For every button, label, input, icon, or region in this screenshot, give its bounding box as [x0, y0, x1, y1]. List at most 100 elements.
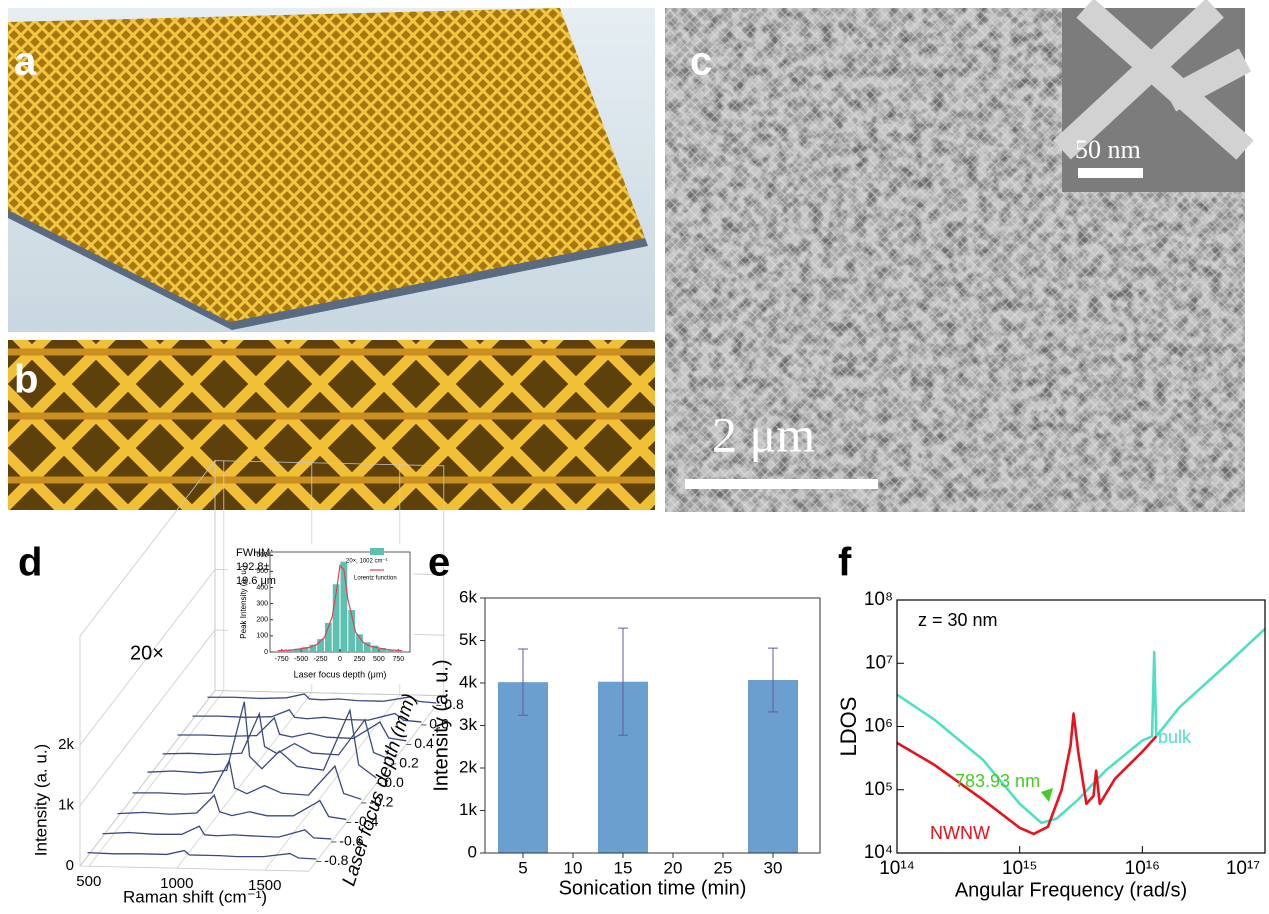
- hist-bar: [317, 639, 324, 652]
- annotation: FWHM:: [236, 547, 273, 559]
- y-tick-label: 10⁸: [864, 589, 893, 610]
- y-tick-label: 2k: [459, 757, 477, 776]
- y-tick-label: 0: [264, 649, 268, 656]
- z-tick-label: 0.6: [429, 716, 449, 732]
- x-tick-label: 20: [664, 858, 683, 877]
- y-tick-label: 0: [468, 842, 477, 861]
- spectrum: [177, 716, 407, 742]
- x-tick-label: -750: [275, 656, 289, 663]
- axes-frame: [896, 599, 1266, 854]
- grid-line: [79, 690, 444, 867]
- annotation: 20×: [130, 642, 164, 664]
- image-c-inset-wires: [1053, 0, 1254, 160]
- x-tick-label: 30: [764, 858, 783, 877]
- y-tick-label: 10⁴: [864, 842, 893, 863]
- legend-label: 20×, 1002 cm⁻¹: [346, 559, 388, 565]
- z-tick-label: -0.8: [324, 852, 348, 868]
- y-tick-label: 1k: [459, 800, 477, 819]
- y-tick-label: 1k: [58, 796, 74, 813]
- scale-label: 2 μm: [712, 406, 815, 462]
- y-tick-label: 10⁵: [864, 779, 893, 800]
- x-tick-label: 10¹⁴: [879, 858, 915, 879]
- hist-bar: [394, 650, 402, 652]
- spectrum: [132, 758, 362, 800]
- annotation: 19.6 μm: [236, 575, 276, 587]
- x-axis-label: Raman shift (cm⁻¹): [123, 887, 267, 906]
- z-tick-label: 0.8: [444, 696, 464, 712]
- y-tick-label: 100: [256, 633, 268, 640]
- x-tick-label: 0: [338, 656, 342, 663]
- image-c-inset: [1062, 8, 1245, 192]
- inset-bg: [228, 544, 414, 684]
- grid-line: [176, 462, 313, 869]
- image-b: [8, 340, 655, 510]
- x-tick-label: 1000: [160, 875, 193, 892]
- legend-label: Lorentz function: [354, 576, 397, 582]
- y-tick-label: 200: [256, 617, 268, 624]
- hist-bar: [332, 584, 340, 652]
- hist-bar: [356, 634, 363, 652]
- x-axis-label: Sonication time (min): [559, 877, 747, 899]
- z-tick-label: 0.2: [399, 755, 419, 771]
- panel-label: b: [14, 358, 38, 402]
- x-tick-label: 15: [614, 858, 633, 877]
- series-label: bulk: [1158, 727, 1192, 747]
- grid-line: [264, 464, 401, 871]
- panel-label: a: [14, 40, 37, 84]
- hist-bar: [286, 649, 293, 652]
- y-tick-label: 3k: [459, 715, 477, 734]
- hist-bar: [278, 650, 286, 652]
- x-tick-label: -250: [314, 656, 328, 663]
- spectrum: [87, 849, 317, 860]
- hist-bar: [363, 642, 371, 652]
- panel-label: f: [838, 541, 852, 585]
- fit-line: [277, 564, 403, 652]
- y-tick-label: 10⁷: [865, 652, 893, 673]
- y-axis-label: LDOS: [836, 697, 861, 757]
- inset-scale-label: 50 nm: [1075, 135, 1141, 164]
- error-bar: [518, 648, 528, 716]
- image-a-lattice: [8, 8, 645, 322]
- spectrum: [147, 701, 377, 779]
- panel-label: d: [18, 541, 42, 585]
- hist-bar: [379, 647, 387, 652]
- z-tick-label: -0.4: [354, 813, 378, 829]
- y-tick-label: 400: [256, 584, 268, 591]
- hist-bar: [309, 644, 317, 652]
- hist-bar: [324, 622, 332, 652]
- grid-line: [88, 460, 225, 867]
- inset-scale-bar: [1078, 168, 1143, 178]
- x-tick-label: 10¹⁵: [1002, 858, 1037, 879]
- annotation: 783.93 nm: [955, 771, 1040, 791]
- panel-label: c: [690, 40, 712, 84]
- y-tick-label: 300: [256, 600, 268, 607]
- y-tick-label: 6k: [459, 587, 477, 606]
- spectrum: [117, 794, 347, 821]
- x-tick-label: 10¹⁶: [1125, 858, 1160, 879]
- x-tick-label: 1500: [248, 877, 281, 894]
- z-tick-label: 0.4: [414, 735, 434, 751]
- annotation: z = 30 nm: [918, 610, 998, 630]
- x-tick-label: -500: [294, 656, 308, 663]
- error-bar: [618, 627, 628, 736]
- z-tick-label: -0.2: [369, 794, 393, 810]
- hist-bar: [293, 648, 301, 652]
- x-tick-label: 500: [76, 873, 101, 890]
- hist-bar: [301, 647, 309, 652]
- series-label: NWNW: [930, 823, 990, 843]
- x-tick-label: 5: [518, 858, 527, 877]
- hist-bar: [387, 649, 394, 652]
- hist-bar: [340, 561, 348, 652]
- y-tick-label: 0: [66, 857, 74, 874]
- y-tick-label: 10⁶: [864, 716, 893, 737]
- annotation: 192.8±: [236, 561, 270, 573]
- series-line: [896, 627, 1266, 825]
- x-axis-label: Laser focus depth (μm): [294, 669, 387, 679]
- scale-bar: [685, 479, 878, 489]
- spectrum: [207, 693, 437, 704]
- error-bar: [768, 647, 778, 713]
- spectrum: [102, 825, 332, 840]
